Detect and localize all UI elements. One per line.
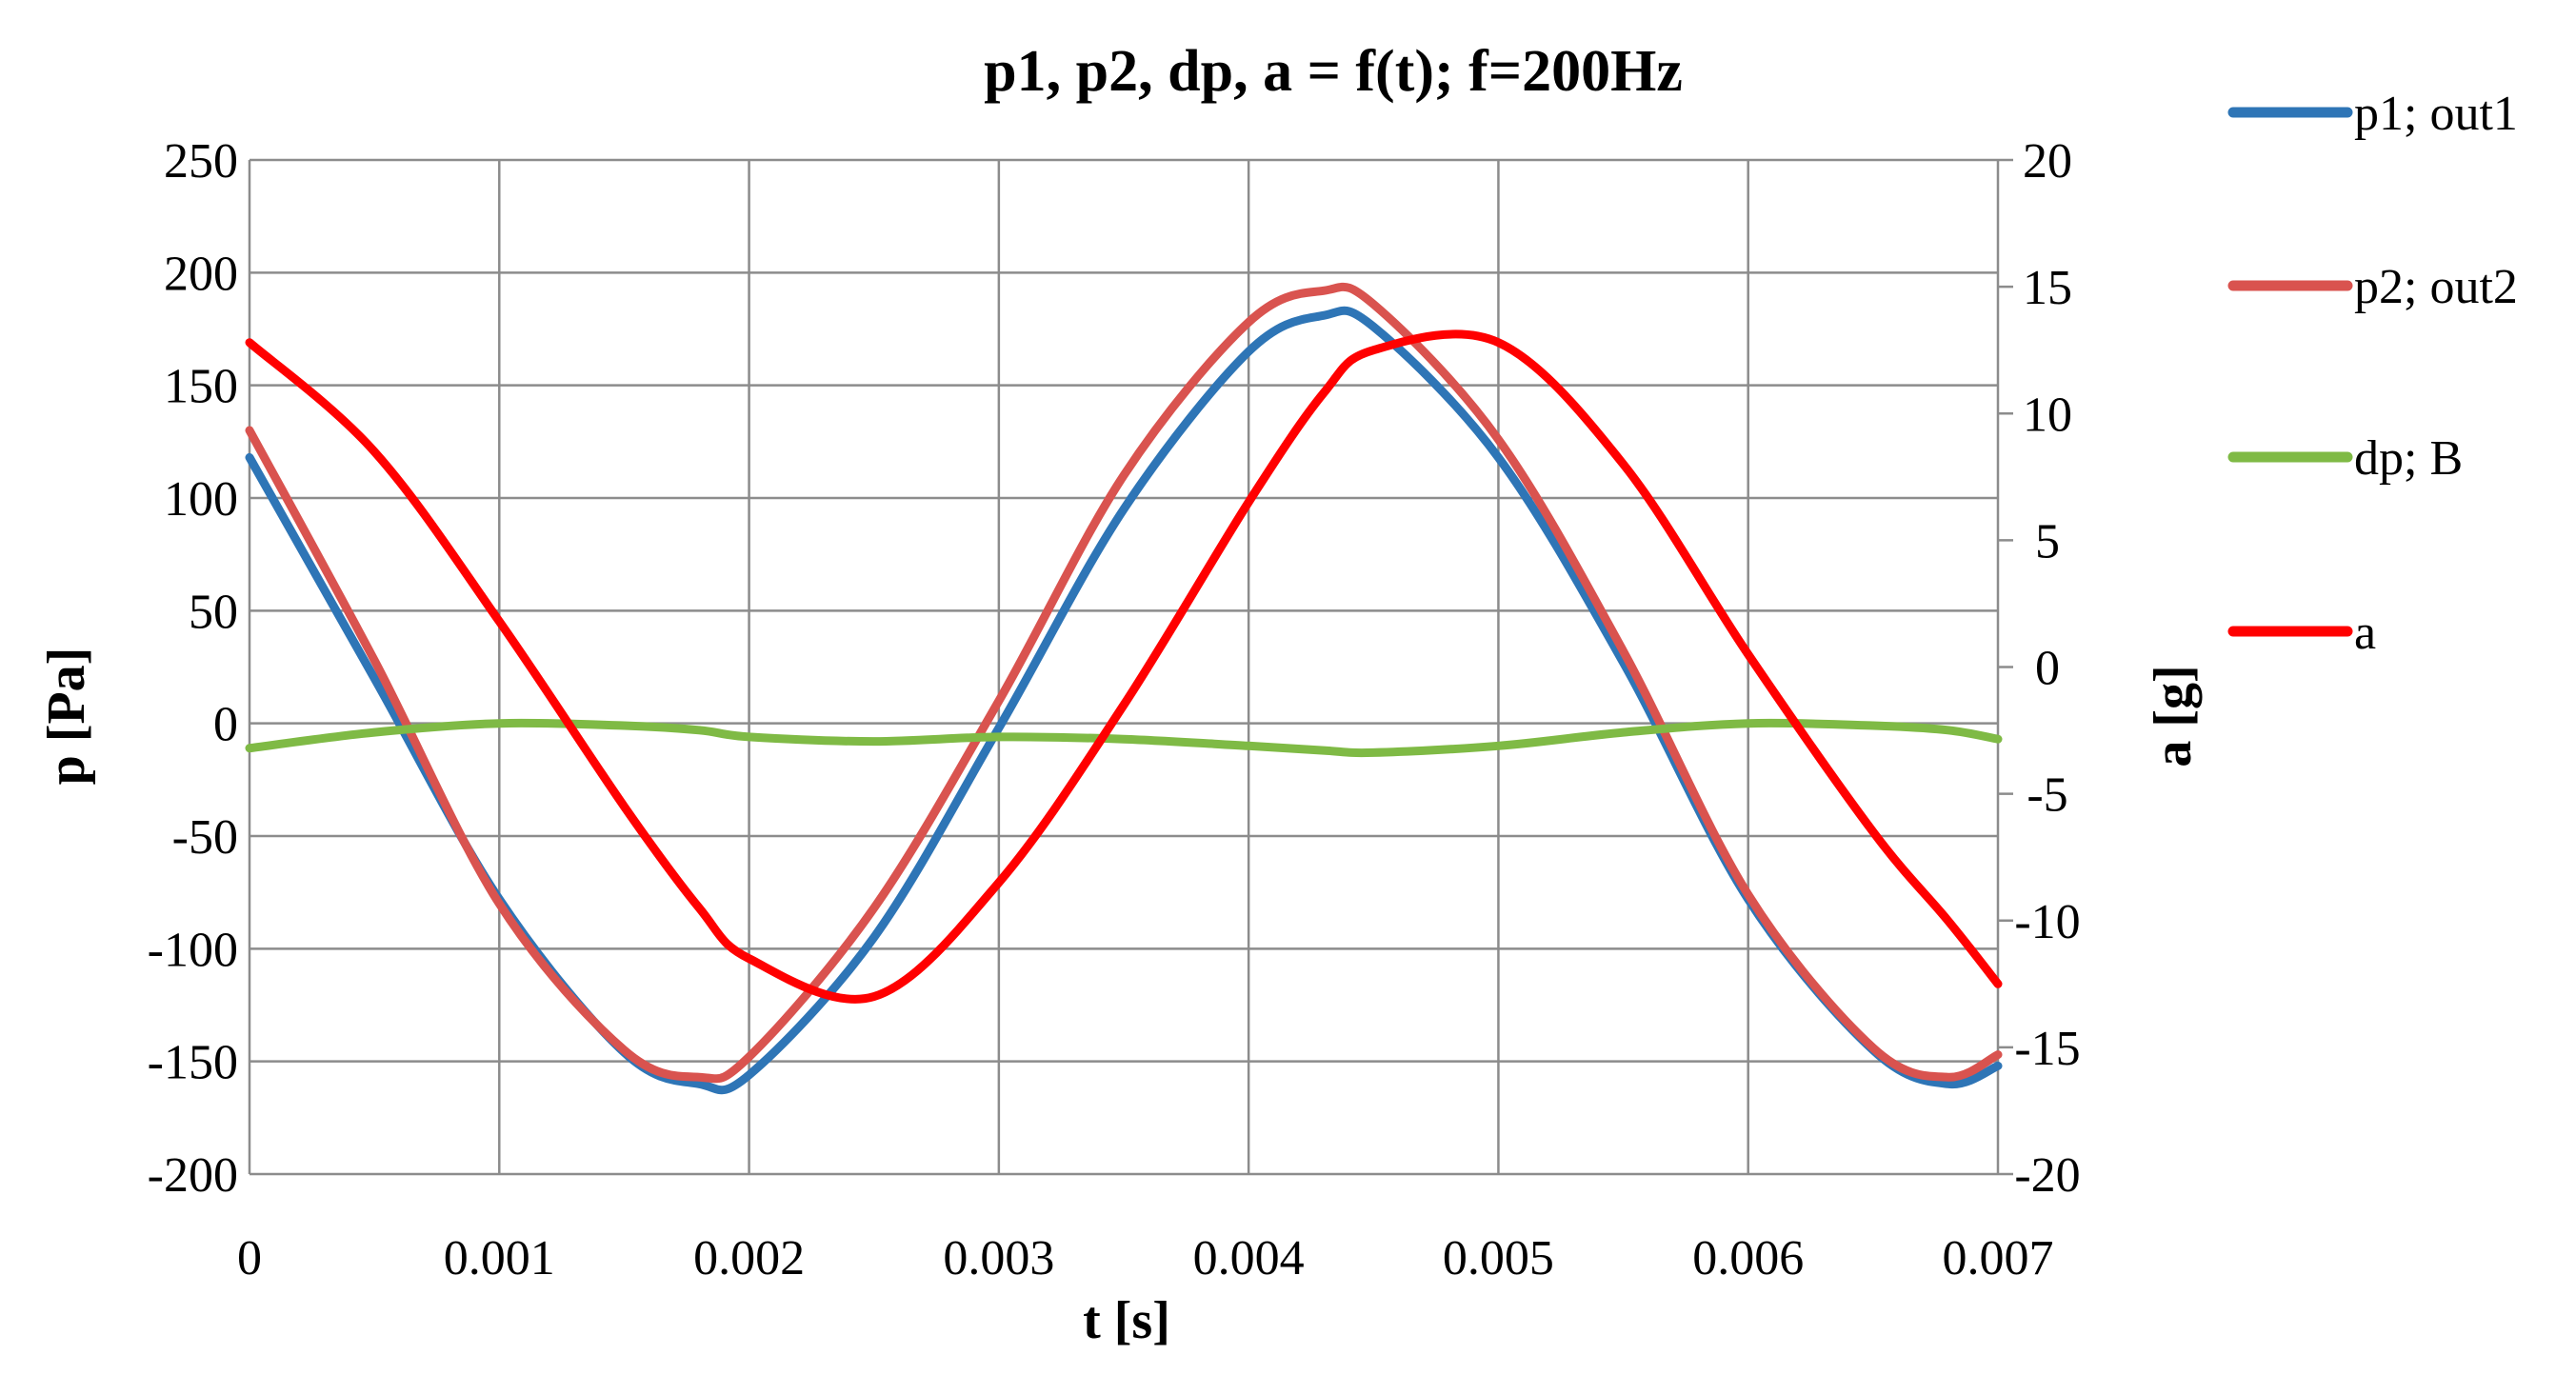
y2-tick-label: 0	[2035, 642, 2060, 696]
y-tick-label: 0	[213, 698, 238, 752]
chart-title: p1, p2, dp, a = f(t); f=200Hz	[984, 39, 1683, 104]
y2-tick-label: -5	[2027, 768, 2067, 823]
grid	[248, 158, 2013, 1176]
y-tick-label: -200	[148, 1148, 238, 1203]
y-tick-label: -100	[148, 923, 238, 977]
y-axis-ticks: 250 200 150 100 50 0 -50 -100 -150 -200	[148, 134, 238, 1203]
y2-tick-label: 10	[2023, 388, 2072, 442]
x-tick-label: 0.006	[1692, 1231, 1804, 1285]
legend-label: p2; out2	[2354, 260, 2518, 314]
y2-tick-label: 15	[2023, 261, 2072, 315]
series-line-dp-b	[245, 718, 2003, 758]
y-axis-title: p [Pa]	[37, 648, 96, 786]
y-tick-label: 50	[189, 585, 238, 639]
x-tick-label: 0.007	[1943, 1231, 2054, 1285]
x-tick-label: 0.005	[1443, 1231, 1554, 1285]
x-tick-label: 0.001	[444, 1231, 555, 1285]
y-tick-label: 200	[164, 247, 238, 301]
x-tick-label: 0	[237, 1231, 262, 1285]
legend-label: a	[2354, 606, 2376, 660]
y2-axis-title: a [g]	[2144, 665, 2203, 767]
x-axis-ticks: 0 0.001 0.002 0.003 0.004 0.005 0.006 0.007	[237, 1231, 2054, 1285]
y-tick-label: -150	[148, 1036, 238, 1090]
x-tick-label: 0.003	[943, 1231, 1054, 1285]
x-axis-title: t [s]	[1083, 1291, 1170, 1350]
y2-tick-label: -15	[2014, 1022, 2080, 1076]
series-line-p2-out2	[245, 282, 2003, 1084]
legend-label: dp; B	[2354, 431, 2463, 486]
y-tick-label: 150	[164, 360, 238, 414]
y2-tick-label: -10	[2014, 895, 2080, 949]
y-tick-label: -50	[172, 810, 238, 865]
y2-tick-label: 5	[2035, 514, 2060, 568]
y-tick-label: 100	[164, 472, 238, 527]
legend-label: p1; out1	[2354, 87, 2518, 141]
y2-tick-label: 20	[2023, 134, 2072, 189]
y2-axis-ticks: 20 15 10 5 0 -5 -10 -15 -20	[2014, 134, 2080, 1203]
y2-tick-label: -20	[2014, 1148, 2080, 1203]
series-lines	[245, 282, 2003, 1095]
legend: p1; out1 p2; out2 dp; B a	[2227, 87, 2518, 660]
x-tick-label: 0.004	[1193, 1231, 1305, 1285]
x-tick-label: 0.002	[693, 1231, 805, 1285]
series-line-a	[245, 329, 2003, 1004]
y-tick-label: 250	[164, 134, 238, 189]
